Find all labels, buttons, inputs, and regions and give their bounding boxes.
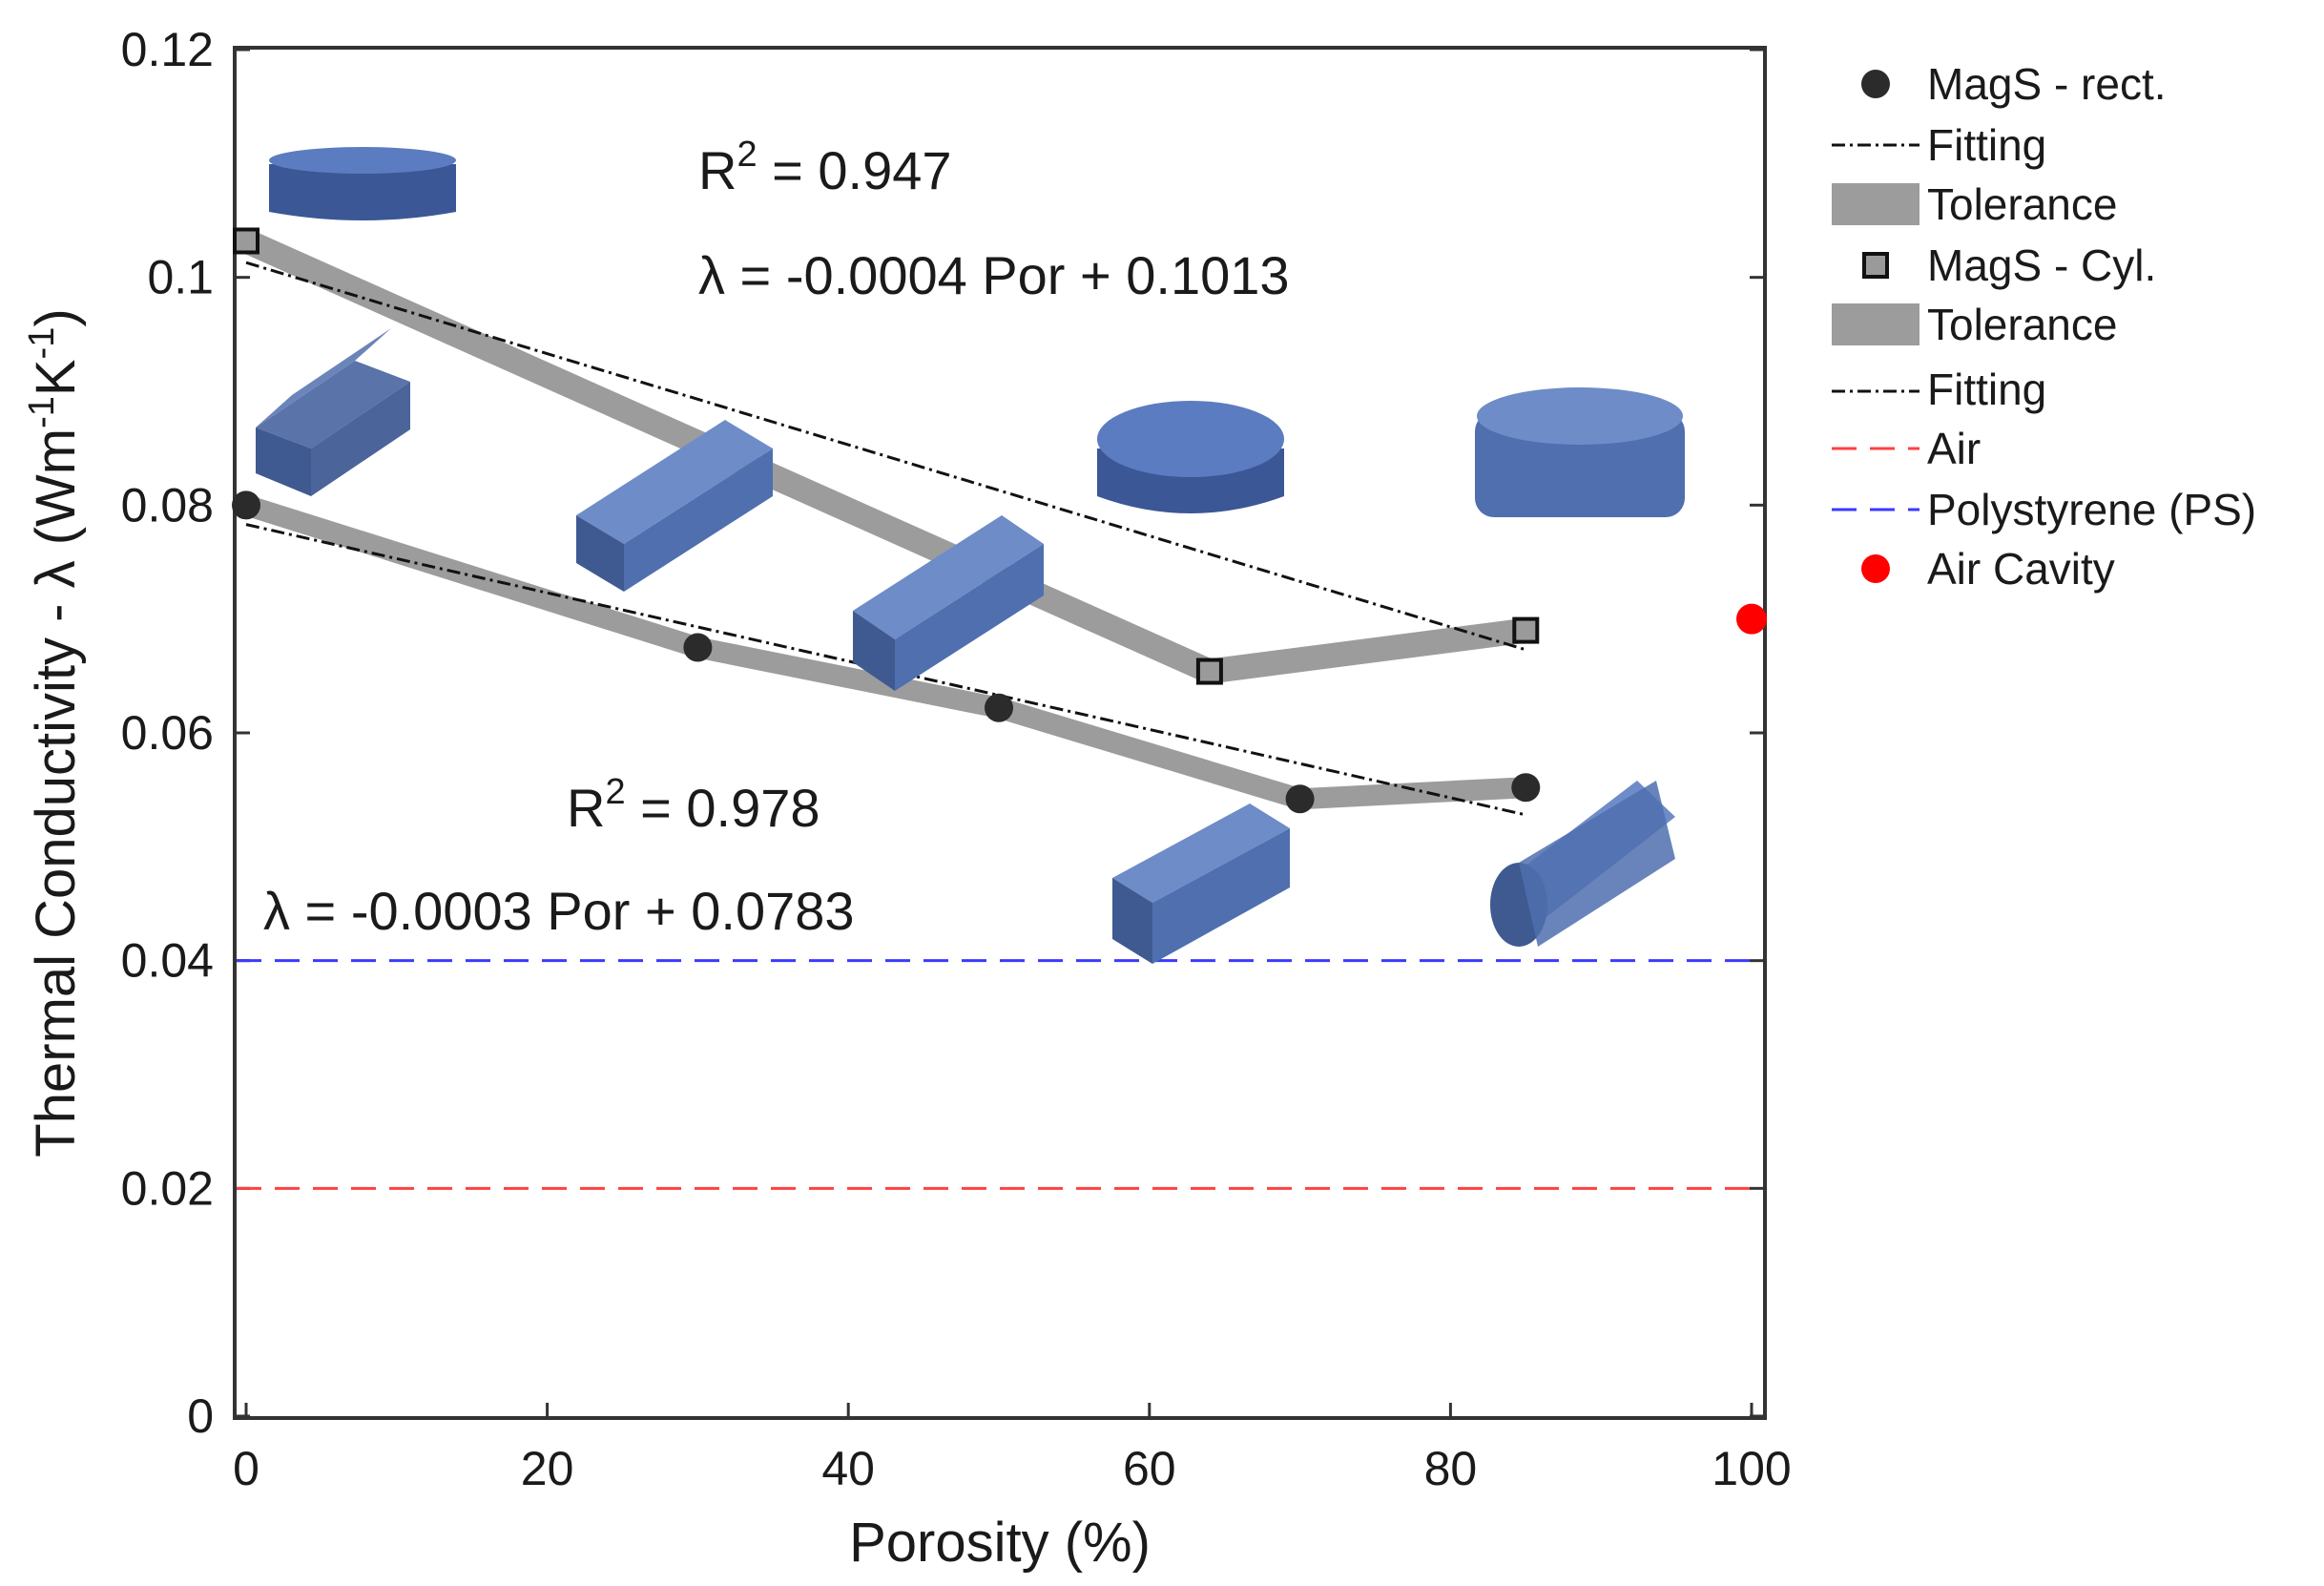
x-tick-label: 60 — [1123, 1442, 1176, 1495]
rect-r2-annotation: R2 = 0.978 — [567, 772, 820, 838]
x-tick-label: 80 — [1424, 1442, 1478, 1495]
lattice-cylinder-illustration — [1490, 781, 1675, 947]
cyl-series-markers — [233, 227, 1540, 685]
rect-data-point — [1285, 784, 1315, 814]
lattice-rect-illustration-1 — [576, 420, 773, 592]
legend-rect-marker — [1861, 70, 1890, 98]
y-tick-label: 0 — [187, 1389, 214, 1443]
rect-equation-annotation: λ = -0.0003 Por + 0.0783 — [263, 881, 855, 941]
cyl-fit-line — [245, 261, 1526, 652]
legend-label: Tolerance — [1927, 300, 2117, 349]
x-axis-label: Porosity (%) — [849, 1512, 1151, 1574]
cyl-data-point — [1512, 616, 1540, 644]
legend-label: Air — [1927, 424, 1981, 473]
cyl-equation-annotation: λ = -0.0004 Por + 0.1013 — [698, 245, 1290, 305]
y-tick-label: 0.04 — [121, 934, 214, 988]
rect-data-point — [985, 693, 1013, 722]
y-tick-label: 0.06 — [121, 706, 214, 760]
rect-data-point — [1511, 773, 1541, 803]
y-tick-label: 0.12 — [121, 23, 214, 76]
legend-label: MagS - rect. — [1927, 59, 2167, 109]
x-tick-label: 20 — [521, 1442, 574, 1495]
y-axis-ticks: 0 0.02 0.04 0.06 0.08 0.1 0.12 — [121, 23, 1765, 1443]
lattice-rect-illustration-3 — [1112, 803, 1290, 964]
x-tick-label: 0 — [233, 1442, 259, 1495]
y-axis-label: Thermal Conductivity - λ (Wm-1K-1) — [22, 308, 87, 1157]
legend: MagS - rect. Fitting Tolerance MagS - Cy… — [1832, 59, 2256, 594]
legend-air-cavity-marker — [1861, 554, 1890, 583]
legend-label: Tolerance — [1927, 179, 2117, 229]
air-cavity-markers — [1736, 603, 1767, 635]
x-tick-label: 100 — [1712, 1442, 1791, 1495]
y-tick-label: 0.1 — [147, 251, 214, 304]
cyl-data-point — [233, 227, 259, 255]
legend-tolerance-swatch — [1832, 303, 1919, 345]
legend-label: Air Cavity — [1927, 544, 2115, 594]
y-tick-label: 0.02 — [121, 1161, 214, 1215]
porous-block-illustration — [1475, 387, 1685, 517]
legend-label: Fitting — [1927, 365, 2046, 414]
rect-series-markers — [232, 490, 1541, 814]
porous-disk-illustration — [1097, 401, 1284, 513]
legend-label: Fitting — [1927, 120, 2046, 170]
lattice-rect-illustration-2 — [853, 515, 1044, 691]
x-axis-ticks: 0 20 40 60 80 100 — [233, 1403, 1792, 1495]
rect-data-point — [232, 490, 260, 520]
sample-block-illustration — [256, 328, 410, 496]
cyl-data-point — [1195, 657, 1223, 685]
x-tick-label: 40 — [821, 1442, 875, 1495]
legend-cyl-marker — [1862, 252, 1889, 279]
y-tick-label: 0.08 — [121, 478, 214, 532]
rect-data-point — [683, 633, 713, 662]
legend-label: Polystyrene (PS) — [1927, 485, 2256, 534]
cyl-r2-annotation: R2 = 0.947 — [698, 135, 952, 200]
legend-label: MagS - Cyl. — [1927, 240, 2156, 290]
air-cavity-point — [1736, 603, 1767, 635]
sample-disk-illustration — [269, 147, 456, 220]
legend-tolerance-swatch — [1832, 183, 1919, 225]
